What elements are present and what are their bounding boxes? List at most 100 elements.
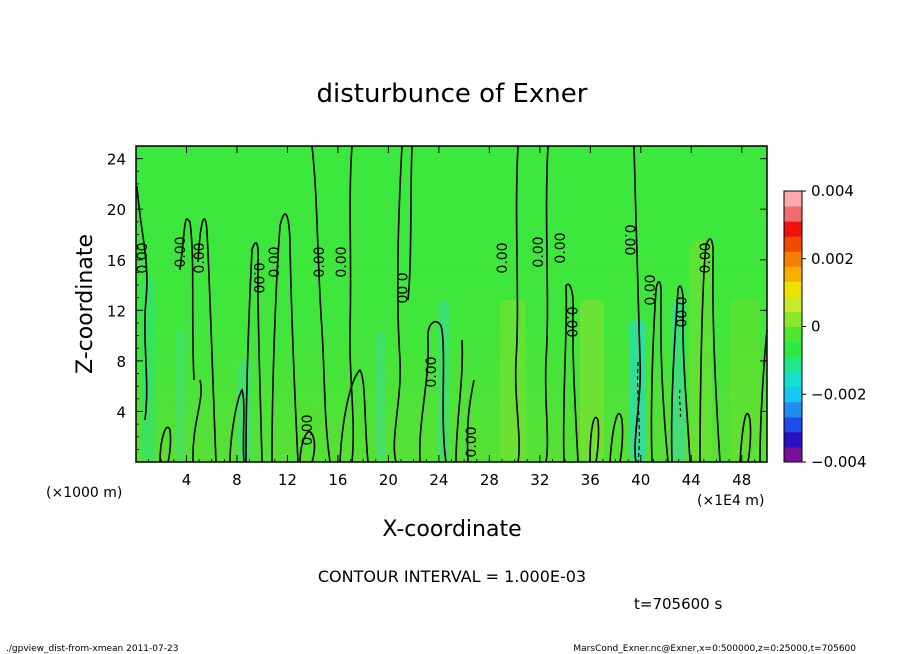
- footer-right: MarsCond_Exner.nc@Exner,x=0:500000,z=0:2…: [573, 644, 856, 654]
- contour-line: [562, 283, 579, 463]
- contour-label: 0.00: [495, 242, 511, 273]
- colorbar-swatch: [784, 236, 802, 252]
- x-tick-label: 8: [232, 471, 242, 489]
- contour-line: [245, 242, 263, 463]
- contour-label: 0.00: [250, 262, 266, 293]
- field-patch: [376, 330, 386, 460]
- contour-line: [759, 329, 768, 463]
- colorbar-swatch: [784, 386, 802, 403]
- contour-line: [349, 145, 355, 463]
- y-tick-label: 12: [107, 302, 126, 320]
- y-tick-label: 20: [107, 201, 126, 219]
- contour-label: 0.00: [312, 246, 328, 277]
- colorbar-swatch: [784, 251, 802, 267]
- contour-label: 0.00: [424, 356, 440, 387]
- x-tick-label: 40: [631, 471, 650, 489]
- contour-line: [271, 213, 299, 463]
- contour-line: [407, 145, 413, 301]
- contour-line: [455, 339, 464, 463]
- contour-lines: [136, 145, 768, 463]
- contour-label: 0.00: [267, 246, 283, 277]
- contour-line: [418, 320, 447, 463]
- colorbar-label: −0.004: [811, 453, 867, 471]
- contour-line: [650, 280, 669, 463]
- x-tick-label: 48: [732, 471, 751, 489]
- x-axis-label: X-coordinate: [382, 517, 521, 542]
- contour-line: [670, 285, 691, 463]
- colorbar-swatch: [784, 221, 802, 237]
- contour-label: 0.00: [393, 272, 409, 303]
- chart-title: disturbunce of Exner: [317, 79, 588, 109]
- contour-label: 0.00: [672, 296, 688, 327]
- x-unit-label: (×1000 m): [46, 485, 122, 501]
- contour-line: [393, 145, 403, 463]
- contour-label: 0.00: [464, 426, 480, 457]
- x-tick-label: 28: [480, 471, 499, 489]
- contour-label: 0.00: [563, 306, 579, 337]
- contour-line: [589, 416, 600, 463]
- contour-line: [544, 145, 549, 463]
- colorbar-swatch: [784, 191, 802, 207]
- contour-line: [339, 368, 369, 463]
- plot-area: 0.00 0.00 0.000.000.00 0.00 0.000.000.00 0.00…: [107, 145, 768, 489]
- colorbar-swatch: [784, 311, 802, 327]
- colorbar: 0.004 0.002 0 −0.002 −0.004: [783, 182, 867, 471]
- contour-line: [633, 145, 642, 463]
- colorbar-swatch: [784, 296, 802, 312]
- field-patch: [630, 320, 646, 460]
- colorbar-label: −0.002: [811, 385, 867, 403]
- contour-line: [466, 379, 475, 463]
- contour-line: [299, 431, 316, 463]
- field-patch: [300, 400, 314, 460]
- x-tick-label: 16: [328, 471, 347, 489]
- contour-line: [179, 218, 195, 381]
- x-tick-label: 24: [429, 471, 448, 489]
- colorbar-label: 0.004: [811, 182, 854, 200]
- x-scale-note: (×1E4 m): [697, 493, 764, 509]
- colorbar-swatch: [784, 371, 802, 388]
- colorbar-label: 0: [811, 318, 821, 336]
- colorbar-labels: 0.004 0.002 0 −0.002 −0.004: [802, 182, 867, 471]
- footer-left: ./gpview_dist-from-xmean 2011-07-23: [6, 644, 178, 654]
- colorbar-swatch: [784, 206, 802, 222]
- colorbar-swatches: [784, 191, 802, 463]
- x-tick-label: 20: [379, 471, 398, 489]
- field-patch: [175, 330, 185, 460]
- contour-line: [192, 379, 202, 463]
- contour-label: 0.00: [300, 414, 316, 445]
- field-patch: [142, 280, 156, 460]
- x-tick-label: 12: [278, 471, 297, 489]
- contour-line: [311, 145, 331, 463]
- field-patch: [580, 300, 604, 460]
- y-tick-label: 4: [116, 403, 126, 421]
- contour-label: 0.00: [621, 224, 637, 255]
- x-tick-label: 4: [182, 471, 192, 489]
- contour-line: [197, 218, 217, 463]
- colorbar-swatch: [784, 326, 802, 343]
- contour-line: [609, 412, 624, 463]
- contour-line: [159, 426, 172, 463]
- contour-labels: 0.00 0.00 0.000.000.00 0.00 0.000.000.00 0.00…: [135, 224, 714, 457]
- y-axis-label: Z-coordinate: [73, 234, 98, 374]
- y-tick-label: 16: [107, 252, 126, 270]
- contour-label: 0.00: [173, 236, 189, 267]
- colorbar-swatch: [784, 401, 802, 418]
- contour-label: 0.00: [643, 274, 659, 305]
- color-patches: [142, 240, 760, 460]
- contour-line: [699, 238, 721, 463]
- plot-background: [136, 146, 767, 462]
- x-tick-label: 36: [581, 471, 600, 489]
- colorbar-swatch: [784, 281, 802, 297]
- contour-label: 0.00: [135, 242, 151, 273]
- time-text: t=705600 s: [634, 595, 722, 613]
- contour-line: [136, 185, 148, 421]
- colorbar-swatch: [784, 431, 802, 448]
- contour-line: [229, 388, 245, 463]
- contour-line: [739, 412, 752, 463]
- contour-line-negative: [636, 361, 641, 463]
- contour-label: 0.00: [553, 232, 569, 263]
- colorbar-swatch: [784, 416, 802, 433]
- colorbar-swatch: [784, 266, 802, 282]
